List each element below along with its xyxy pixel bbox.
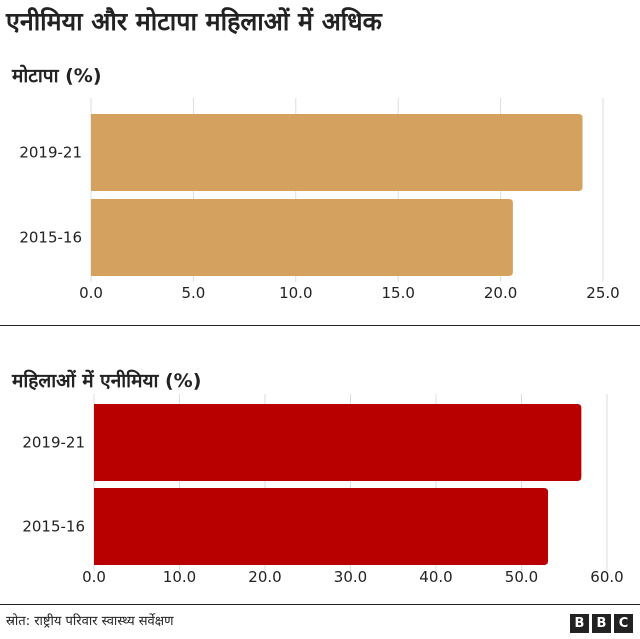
obesity-category-label: 2015-16 xyxy=(19,229,82,247)
anemia-bar xyxy=(94,404,582,481)
obesity-x-tick-label: 20.0 xyxy=(484,284,517,302)
obesity-x-tick-label: 5.0 xyxy=(181,284,205,302)
bbc-logo-letter: B xyxy=(570,614,589,633)
obesity-x-tick-label: 25.0 xyxy=(586,284,619,302)
anemia-x-tick-label: 0.0 xyxy=(82,568,106,586)
source-note: स्रोत: राष्ट्रीय परिवार स्वास्थ्य सर्वेक… xyxy=(6,614,174,629)
anemia-bar xyxy=(94,488,549,565)
anemia-x-tick-label: 10.0 xyxy=(163,568,196,586)
obesity-x-tick-label: 15.0 xyxy=(381,284,414,302)
bbc-logo: B B C xyxy=(570,614,633,633)
anemia-x-tick-label: 40.0 xyxy=(419,568,452,586)
chart-title: एनीमिया और मोटापा महिलाओं में अधिक xyxy=(6,7,382,36)
anemia-chart: 0.0 10.0 20.0 30.0 40.0 50.0 60.0 2019-21 2015-1… xyxy=(22,394,624,586)
obesity-category-label: 2019-21 xyxy=(19,144,82,162)
obesity-x-tick-label: 10.0 xyxy=(279,284,312,302)
bbc-logo-letter: B xyxy=(592,614,611,633)
obesity-bar xyxy=(91,199,513,276)
bbc-logo-letter: C xyxy=(614,614,633,633)
obesity-x-tick-label: 0.0 xyxy=(79,284,103,302)
section-divider xyxy=(0,325,640,326)
anemia-category-label: 2019-21 xyxy=(22,434,85,452)
footer-divider xyxy=(0,604,640,605)
obesity-chart: 0.0 5.0 10.0 15.0 20.0 25.0 2019-21 2015-16 xyxy=(19,98,620,302)
anemia-x-tick-label: 30.0 xyxy=(334,568,367,586)
obesity-chart-subtitle: मोटापा (%) xyxy=(12,65,102,87)
anemia-chart-subtitle: महिलाओं में एनीमिया (%) xyxy=(12,370,202,392)
anemia-category-label: 2015-16 xyxy=(22,518,85,536)
obesity-bar xyxy=(91,114,583,191)
anemia-x-tick-label: 50.0 xyxy=(505,568,538,586)
anemia-x-tick-label: 60.0 xyxy=(590,568,623,586)
anemia-x-tick-label: 20.0 xyxy=(248,568,281,586)
